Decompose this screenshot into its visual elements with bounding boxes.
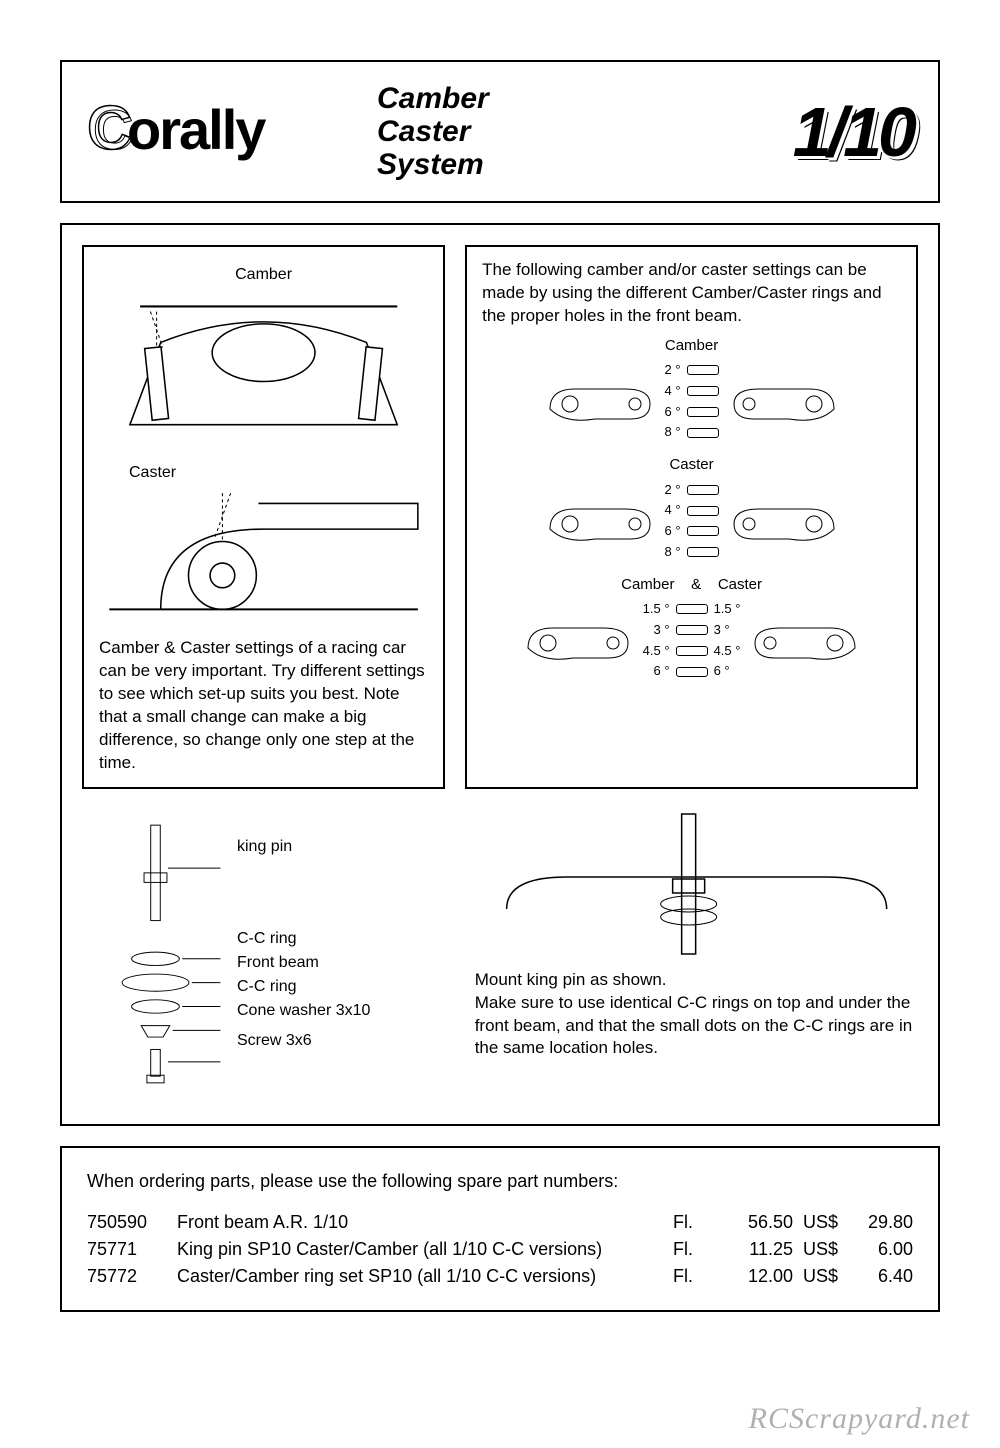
part-currency: US$ bbox=[793, 1209, 848, 1236]
part-desc: King pin SP10 Caster/Camber (all 1/10 C-… bbox=[177, 1236, 673, 1263]
part-currency: Fl. bbox=[673, 1236, 723, 1263]
combo-values: 1.5 °1.5 ° 3 °3 ° 4.5 °4.5 ° 6 °6 ° bbox=[643, 599, 741, 682]
caster-label: Caster bbox=[99, 462, 428, 484]
camber-label: Camber bbox=[99, 264, 428, 286]
mounted-diagram bbox=[475, 809, 918, 969]
part-desc: Caster/Camber ring set SP10 (all 1/10 C-… bbox=[177, 1263, 673, 1290]
part-number: 75772 bbox=[87, 1263, 177, 1290]
parts-table: 750590 Front beam A.R. 1/10 Fl. 56.50 US… bbox=[87, 1209, 913, 1290]
combo-beam-row: 1.5 °1.5 ° 3 °3 ° 4.5 °4.5 ° 6 °6 ° bbox=[482, 599, 901, 682]
caster-values: 2 ° 4 ° 6 ° 8 ° bbox=[665, 480, 719, 563]
caster-diagram bbox=[99, 488, 428, 622]
watermark: RCScrapyard.net bbox=[749, 1402, 970, 1436]
part-number: 75771 bbox=[87, 1236, 177, 1263]
part-label: C-C ring bbox=[237, 979, 370, 995]
subtitle: Camber Caster System bbox=[377, 82, 773, 181]
part-price: 6.00 bbox=[848, 1236, 913, 1263]
parts-header: When ordering parts, please use the foll… bbox=[87, 1168, 913, 1195]
subtitle-line: Camber bbox=[377, 82, 773, 115]
part-price: 29.80 bbox=[848, 1209, 913, 1236]
main-box: Camber Caster bbox=[60, 223, 940, 1126]
camber-values: 2 ° 4 ° 6 ° 8 ° bbox=[665, 360, 719, 443]
part-price: 12.00 bbox=[723, 1263, 793, 1290]
page: C C orally Camber Caster System 1/10 Cam… bbox=[0, 0, 1000, 1448]
scale-badge: 1/10 bbox=[793, 92, 913, 172]
brand-logo: C C orally bbox=[87, 89, 357, 175]
camber-diagram bbox=[99, 291, 428, 445]
combo-settings-title: Camber & Caster bbox=[482, 575, 901, 595]
part-price: 11.25 bbox=[723, 1236, 793, 1263]
part-number: 750590 bbox=[87, 1209, 177, 1236]
part-desc: Front beam A.R. 1/10 bbox=[177, 1209, 673, 1236]
part-currency: US$ bbox=[793, 1236, 848, 1263]
assembly-mounted: Mount king pin as shown. Make sure to us… bbox=[475, 809, 918, 1104]
camber-settings-title: Camber bbox=[482, 336, 901, 356]
assembly-row: king pin C-C ring Front beam C-C ring Co… bbox=[82, 809, 918, 1104]
caster-beam-row: 2 ° 4 ° 6 ° 8 ° bbox=[482, 480, 901, 563]
left-text: Camber & Caster settings of a racing car… bbox=[99, 637, 428, 775]
beam-left-icon bbox=[545, 374, 655, 429]
beam-right-icon bbox=[729, 494, 839, 549]
part-currency: Fl. bbox=[673, 1209, 723, 1236]
top-row: Camber Caster bbox=[82, 245, 918, 789]
assembly-exploded: king pin C-C ring Front beam C-C ring Co… bbox=[82, 809, 445, 1104]
camber-beam-row: 2 ° 4 ° 6 ° 8 ° bbox=[482, 360, 901, 443]
part-currency: Fl. bbox=[673, 1263, 723, 1290]
beam-right-icon bbox=[750, 613, 860, 668]
part-price: 56.50 bbox=[723, 1209, 793, 1236]
part-label: Front beam bbox=[237, 955, 370, 971]
right-panel: The following camber and/or caster setti… bbox=[465, 245, 918, 789]
parts-box: When ordering parts, please use the foll… bbox=[60, 1146, 940, 1312]
left-panel: Camber Caster bbox=[82, 245, 445, 789]
header-box: C C orally Camber Caster System 1/10 bbox=[60, 60, 940, 203]
right-intro: The following camber and/or caster setti… bbox=[482, 259, 901, 328]
assembly-labels: king pin C-C ring Front beam C-C ring Co… bbox=[237, 839, 370, 1049]
beam-left-icon bbox=[545, 494, 655, 549]
beam-right-icon bbox=[729, 374, 839, 429]
part-currency: US$ bbox=[793, 1263, 848, 1290]
part-label: king pin bbox=[237, 839, 370, 855]
svg-text:orally: orally bbox=[127, 98, 266, 161]
part-label: Cone washer 3x10 bbox=[237, 1003, 370, 1019]
part-label: C-C ring bbox=[237, 931, 370, 947]
part-label: Screw 3x6 bbox=[237, 1033, 370, 1049]
subtitle-line: Caster bbox=[377, 115, 773, 148]
subtitle-line: System bbox=[377, 148, 773, 181]
beam-left-icon bbox=[523, 613, 633, 668]
mount-instructions: Mount king pin as shown. Make sure to us… bbox=[475, 969, 918, 1061]
part-price: 6.40 bbox=[848, 1263, 913, 1290]
caster-settings-title: Caster bbox=[482, 455, 901, 475]
